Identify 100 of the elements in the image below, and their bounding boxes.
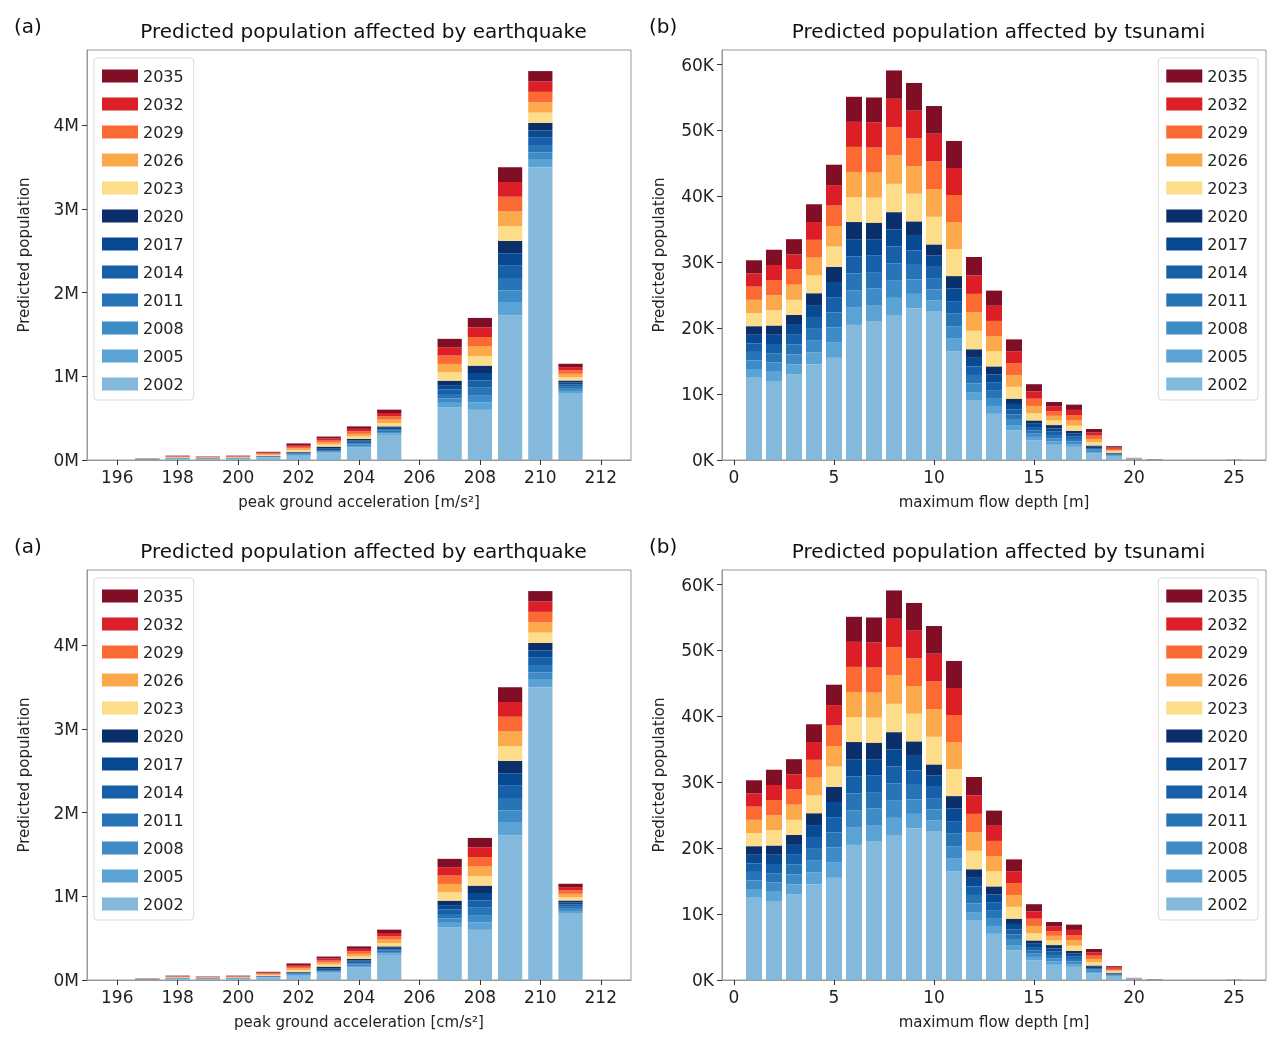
x-tick-label: 15	[1023, 986, 1045, 1007]
x-tick-label: 206	[403, 466, 436, 487]
legend-label: 2029	[1207, 122, 1248, 142]
legend-label: 2002	[143, 374, 184, 394]
y-tick-label: 60K	[681, 54, 715, 75]
legend-label: 2008	[1207, 838, 1248, 858]
y-axis-title: Predicted population	[649, 177, 668, 333]
legend-label: 2017	[1207, 754, 1248, 774]
legend-label: 2005	[1207, 866, 1248, 886]
legend-label: 2005	[143, 346, 184, 366]
legend-label: 2029	[143, 122, 184, 142]
x-tick-label: 212	[584, 986, 617, 1007]
x-tick-label: 202	[282, 466, 315, 487]
legend-label: 2029	[1207, 642, 1248, 662]
legend-label: 2017	[1207, 234, 1248, 254]
legend-label: 2020	[1207, 206, 1248, 226]
y-axis-title: Predicted population	[14, 697, 33, 853]
y-tick-label: 10K	[681, 384, 715, 405]
x-tick-label: 25	[1223, 466, 1245, 487]
x-tick-label: 204	[342, 466, 376, 487]
y-tick-label: 60K	[681, 574, 715, 595]
legend-label: 2023	[143, 698, 184, 718]
x-tick-label: 206	[403, 986, 436, 1007]
legend-label: 2023	[1207, 698, 1248, 718]
legend-label: 2014	[143, 782, 184, 802]
legend-label: 2002	[1207, 894, 1248, 914]
y-tick-label: 4M	[53, 115, 79, 136]
chart-title: Predicted population affected by tsunami	[791, 539, 1206, 563]
legend-label: 2011	[143, 810, 184, 830]
x-tick-label: 198	[161, 466, 194, 487]
legend-label: 2008	[1207, 318, 1248, 338]
x-tick-label: 210	[524, 986, 557, 1007]
legend-label: 2035	[1207, 586, 1248, 606]
legend-label: 2020	[143, 726, 184, 746]
legend-label: 2035	[143, 586, 184, 606]
x-tick-label: 0	[728, 466, 740, 487]
legend-label: 2002	[143, 894, 184, 914]
x-tick-label: 212	[584, 466, 617, 487]
legend-label: 2014	[143, 262, 184, 282]
x-axis-title: peak ground acceleration [m/s²]	[238, 492, 480, 511]
x-axis-title: maximum flow depth [m]	[898, 492, 1090, 511]
y-tick-label: 0M	[53, 450, 79, 470]
chart-title: Predicted population affected by tsunami	[791, 19, 1206, 43]
x-axis-title: peak ground acceleration [cm/s²]	[234, 1012, 484, 1031]
legend-label: 2026	[143, 150, 184, 170]
legend-label: 2023	[1207, 178, 1248, 198]
x-tick-label: 10	[923, 466, 945, 487]
x-tick-label: 20	[1123, 466, 1145, 487]
y-tick-label: 40K	[681, 186, 715, 207]
legend-label: 2026	[143, 670, 184, 690]
y-tick-label: 4M	[53, 635, 79, 656]
legend-label: 2008	[143, 318, 184, 338]
x-tick-label: 200	[221, 466, 255, 487]
x-tick-label: 210	[524, 466, 557, 487]
y-tick-label: 30K	[681, 252, 715, 273]
text: (b)	[649, 534, 678, 558]
x-axis-title: maximum flow depth [m]	[898, 1012, 1090, 1031]
y-tick-label: 2M	[53, 802, 79, 823]
legend-label: 2008	[143, 838, 184, 858]
y-tick-label: 30K	[681, 772, 715, 793]
legend-label: 2032	[1207, 94, 1248, 114]
y-tick-label: 0M	[53, 970, 79, 990]
y-tick-label: 20K	[681, 838, 715, 859]
chart-title: Predicted population affected by earthquake	[140, 19, 587, 43]
x-tick-label: 200	[221, 986, 255, 1007]
legend-label: 2026	[1207, 670, 1248, 690]
x-tick-label: 198	[161, 986, 194, 1007]
x-tick-label: 25	[1223, 986, 1245, 1007]
legend-label: 2005	[1207, 346, 1248, 366]
legend-label: 2011	[1207, 290, 1248, 310]
x-tick-label: 196	[101, 986, 134, 1007]
y-tick-label: 0K	[692, 450, 715, 470]
legend-label: 2035	[1207, 66, 1248, 86]
legend-label: 2035	[143, 66, 184, 86]
legend-label: 2014	[1207, 782, 1248, 802]
y-tick-label: 2M	[53, 282, 79, 303]
text: (b)	[649, 14, 678, 38]
y-axis-title: Predicted population	[14, 177, 33, 333]
legend-label: 2017	[143, 754, 184, 774]
y-tick-label: 50K	[681, 640, 715, 661]
x-tick-label: 5	[828, 986, 840, 1007]
text: (a)	[14, 14, 42, 38]
x-tick-label: 5	[828, 466, 840, 487]
y-tick-label: 1M	[53, 366, 79, 387]
y-tick-label: 1M	[53, 886, 79, 907]
legend-label: 2014	[1207, 262, 1248, 282]
y-tick-label: 20K	[681, 318, 715, 339]
y-axis-title: Predicted population	[649, 697, 668, 853]
legend-label: 2032	[143, 614, 184, 634]
x-tick-label: 0	[728, 986, 740, 1007]
legend-label: 2011	[143, 290, 184, 310]
x-tick-label: 20	[1123, 986, 1145, 1007]
legend-label: 2023	[143, 178, 184, 198]
x-tick-label: 15	[1023, 466, 1045, 487]
text: (a)	[14, 534, 42, 558]
legend-label: 2029	[143, 642, 184, 662]
x-tick-label: 202	[282, 986, 315, 1007]
x-tick-label: 196	[101, 466, 134, 487]
legend-label: 2017	[143, 234, 184, 254]
x-tick-label: 208	[463, 466, 497, 487]
